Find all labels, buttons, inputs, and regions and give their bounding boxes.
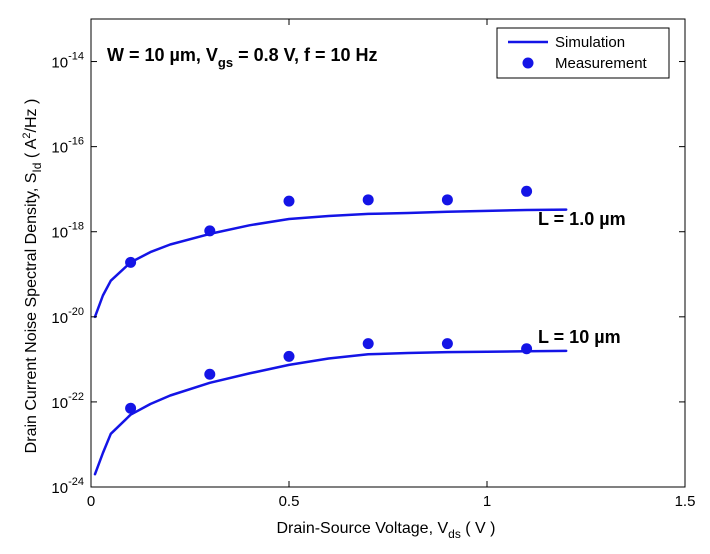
- x-axis-title: Drain-Source Voltage, Vds ( V ): [276, 520, 495, 541]
- y-tick-label: 10-18: [51, 221, 84, 242]
- y-tick-label: 10-22: [51, 391, 84, 412]
- measurement-point-l-10-m: [362, 338, 374, 350]
- measurement-point-l-10-m: [204, 368, 216, 380]
- measurement-point-l-1-0-m: [362, 194, 374, 206]
- conditions-annotation: W = 10 µm, Vgs = 0.8 V, f = 10 Hz: [107, 45, 378, 70]
- y-axis-title: Drain Current Noise Spectral Density, SI…: [21, 99, 44, 454]
- x-tick-label: 1: [483, 493, 491, 510]
- legend-label-measurement: Measurement: [555, 55, 648, 72]
- legend-label-simulation: Simulation: [555, 34, 625, 51]
- label-L-1um: L = 1.0 µm: [538, 209, 626, 229]
- measurement-point-l-10-m: [283, 350, 295, 362]
- curves: [93, 208, 568, 476]
- x-tick-labels: 0 0.5 1 1.5: [87, 493, 696, 510]
- measurement-point-l-1-0-m: [521, 185, 533, 197]
- simulation-line-l-10-m: [93, 349, 568, 476]
- legend-box: [496, 27, 670, 79]
- ticks: [90, 19, 686, 488]
- y-tick-labels: 10-24 10-22 10-20 10-18 10-16 10-14: [51, 51, 84, 497]
- y-tick-label: 10-20: [51, 306, 84, 327]
- plot-area: [93, 185, 568, 476]
- simulation-line-l-1-0-m: [93, 208, 568, 319]
- measurement-point-l-10-m: [441, 338, 453, 350]
- x-tick-label: 0: [87, 493, 95, 510]
- x-tick-label: 1.5: [675, 493, 696, 510]
- y-tick-label: 10-14: [51, 51, 84, 72]
- measurement-point-l-1-0-m: [283, 195, 295, 207]
- legend-marker-swatch: [522, 57, 534, 69]
- axes-box: [90, 18, 686, 488]
- x-tick-label: 0.5: [279, 493, 300, 510]
- y-tick-label: 10-24: [51, 476, 84, 497]
- measurement-point-l-10-m: [521, 343, 533, 355]
- label-L-10um: L = 10 µm: [538, 327, 621, 347]
- measurement-point-l-10-m: [125, 402, 137, 414]
- markers: [125, 185, 533, 414]
- measurement-point-l-1-0-m: [441, 194, 453, 206]
- y-tick-label: 10-16: [51, 136, 84, 157]
- legend: Simulation Measurement: [496, 27, 670, 79]
- measurement-point-l-1-0-m: [125, 256, 137, 268]
- measurement-point-l-1-0-m: [204, 225, 216, 237]
